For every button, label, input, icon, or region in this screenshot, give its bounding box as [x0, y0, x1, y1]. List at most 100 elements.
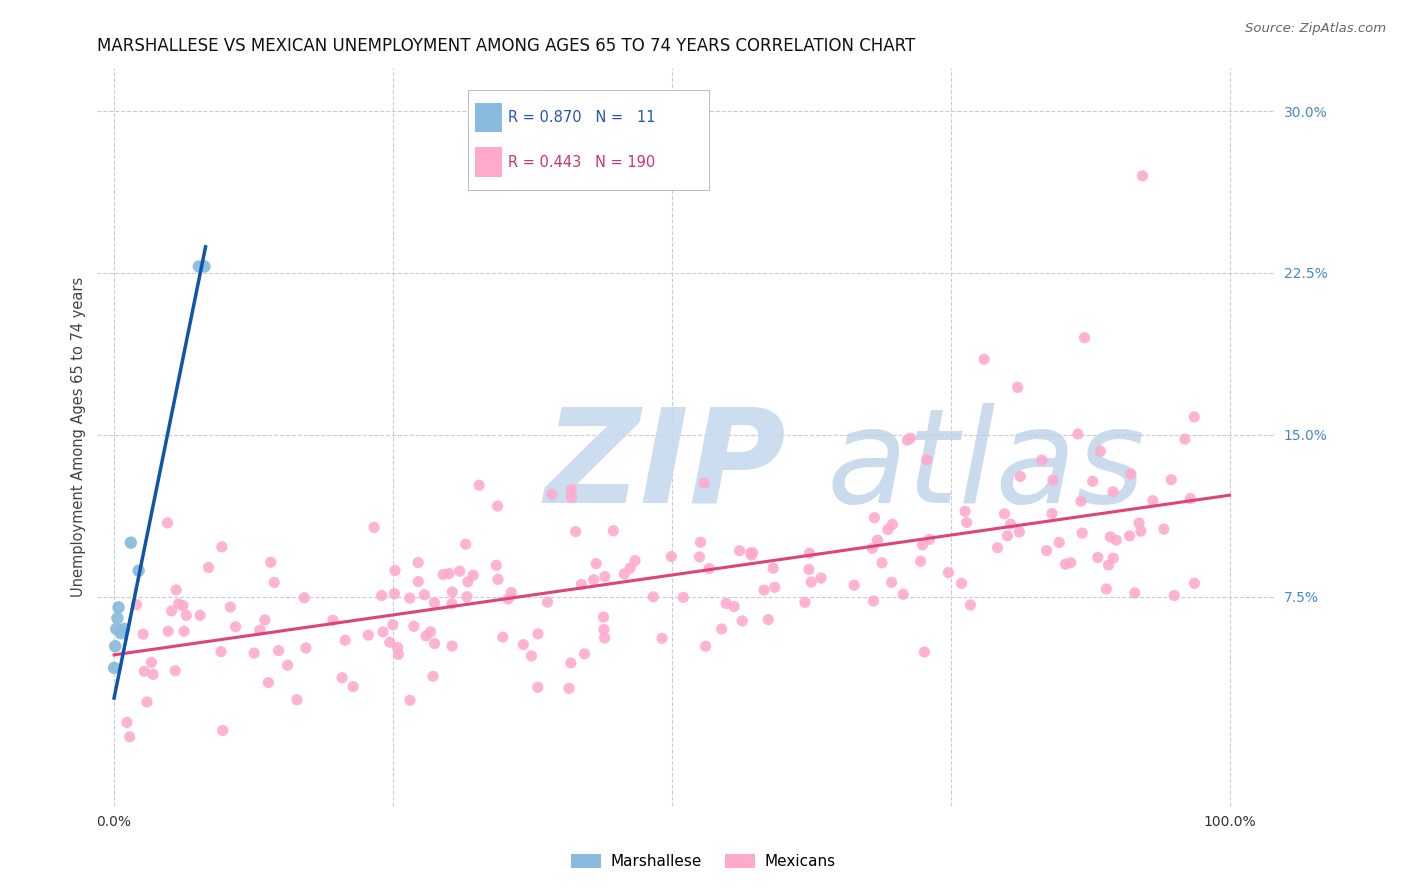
Point	[211, 723, 233, 738]
Point	[136, 695, 159, 709]
Point	[384, 587, 406, 601]
Point	[381, 617, 404, 632]
Point	[613, 566, 636, 581]
Point	[1087, 550, 1109, 565]
Point	[141, 656, 163, 670]
Point	[1090, 444, 1112, 458]
Point	[370, 589, 392, 603]
Point	[797, 562, 820, 576]
Point	[896, 433, 918, 447]
Point	[1070, 494, 1092, 508]
Point	[485, 558, 508, 573]
Point	[877, 523, 900, 537]
Point	[496, 592, 519, 607]
Point	[132, 627, 155, 641]
Point	[561, 491, 583, 505]
Point	[292, 591, 315, 605]
Point	[740, 546, 762, 560]
Point	[128, 564, 150, 578]
Point	[794, 595, 817, 609]
Point	[602, 524, 624, 538]
Point	[454, 537, 477, 551]
Point	[560, 656, 582, 670]
Point	[118, 730, 141, 744]
Point	[387, 648, 409, 662]
Point	[936, 566, 959, 580]
Point	[267, 643, 290, 657]
Point	[342, 680, 364, 694]
Point	[463, 568, 485, 582]
Point	[219, 600, 242, 615]
Point	[900, 431, 922, 445]
Text: 0.0%: 0.0%	[97, 814, 132, 829]
Point	[800, 575, 823, 590]
Point	[527, 627, 550, 641]
Point	[643, 590, 665, 604]
Point	[882, 517, 904, 532]
Point	[993, 507, 1015, 521]
Point	[1010, 469, 1032, 483]
Point	[973, 352, 995, 367]
Point	[107, 611, 129, 625]
Point	[120, 535, 142, 549]
Point	[1095, 582, 1118, 596]
Point	[710, 622, 733, 636]
Point	[1097, 558, 1119, 572]
Point	[762, 561, 785, 575]
Point	[295, 640, 318, 655]
Point	[413, 588, 436, 602]
Point	[172, 599, 194, 613]
Point	[571, 577, 593, 591]
Point	[1081, 475, 1104, 489]
Point	[1031, 453, 1053, 467]
Point	[997, 529, 1019, 543]
Point	[1153, 522, 1175, 536]
Point	[593, 631, 616, 645]
Point	[142, 667, 165, 681]
Point	[157, 624, 180, 639]
Point	[335, 633, 357, 648]
Point	[842, 578, 865, 592]
Point	[723, 599, 745, 614]
Point	[384, 564, 406, 578]
Point	[1008, 524, 1031, 539]
Point	[860, 541, 883, 556]
Point	[1067, 427, 1090, 442]
Point	[986, 541, 1008, 555]
Point	[1142, 493, 1164, 508]
Point	[870, 556, 893, 570]
Point	[1042, 473, 1064, 487]
Point	[1054, 558, 1077, 572]
Point	[432, 567, 454, 582]
Point	[693, 476, 716, 491]
Point	[915, 452, 938, 467]
Point	[950, 576, 973, 591]
Point	[125, 598, 148, 612]
Point	[1132, 169, 1154, 183]
Legend: Marshallese, Mexicans: Marshallese, Mexicans	[564, 848, 842, 875]
Point	[1160, 473, 1182, 487]
Point	[799, 546, 821, 560]
Point	[173, 624, 195, 639]
Point	[863, 510, 886, 524]
Point	[468, 478, 491, 492]
Point	[593, 569, 616, 583]
Point	[689, 535, 711, 549]
Point	[363, 520, 385, 534]
Point	[520, 648, 543, 663]
Point	[1073, 331, 1095, 345]
Point	[651, 632, 673, 646]
Text: atlas: atlas	[827, 403, 1146, 530]
Point	[387, 640, 409, 655]
Point	[457, 574, 479, 589]
Point	[527, 680, 550, 694]
Point	[249, 623, 271, 637]
Point	[441, 639, 464, 653]
Point	[378, 635, 401, 649]
Point	[402, 619, 425, 633]
Point	[260, 555, 283, 569]
Y-axis label: Unemployment Among Ages 65 to 74 years: Unemployment Among Ages 65 to 74 years	[72, 277, 86, 597]
Point	[188, 608, 211, 623]
Point	[160, 604, 183, 618]
Point	[415, 629, 437, 643]
